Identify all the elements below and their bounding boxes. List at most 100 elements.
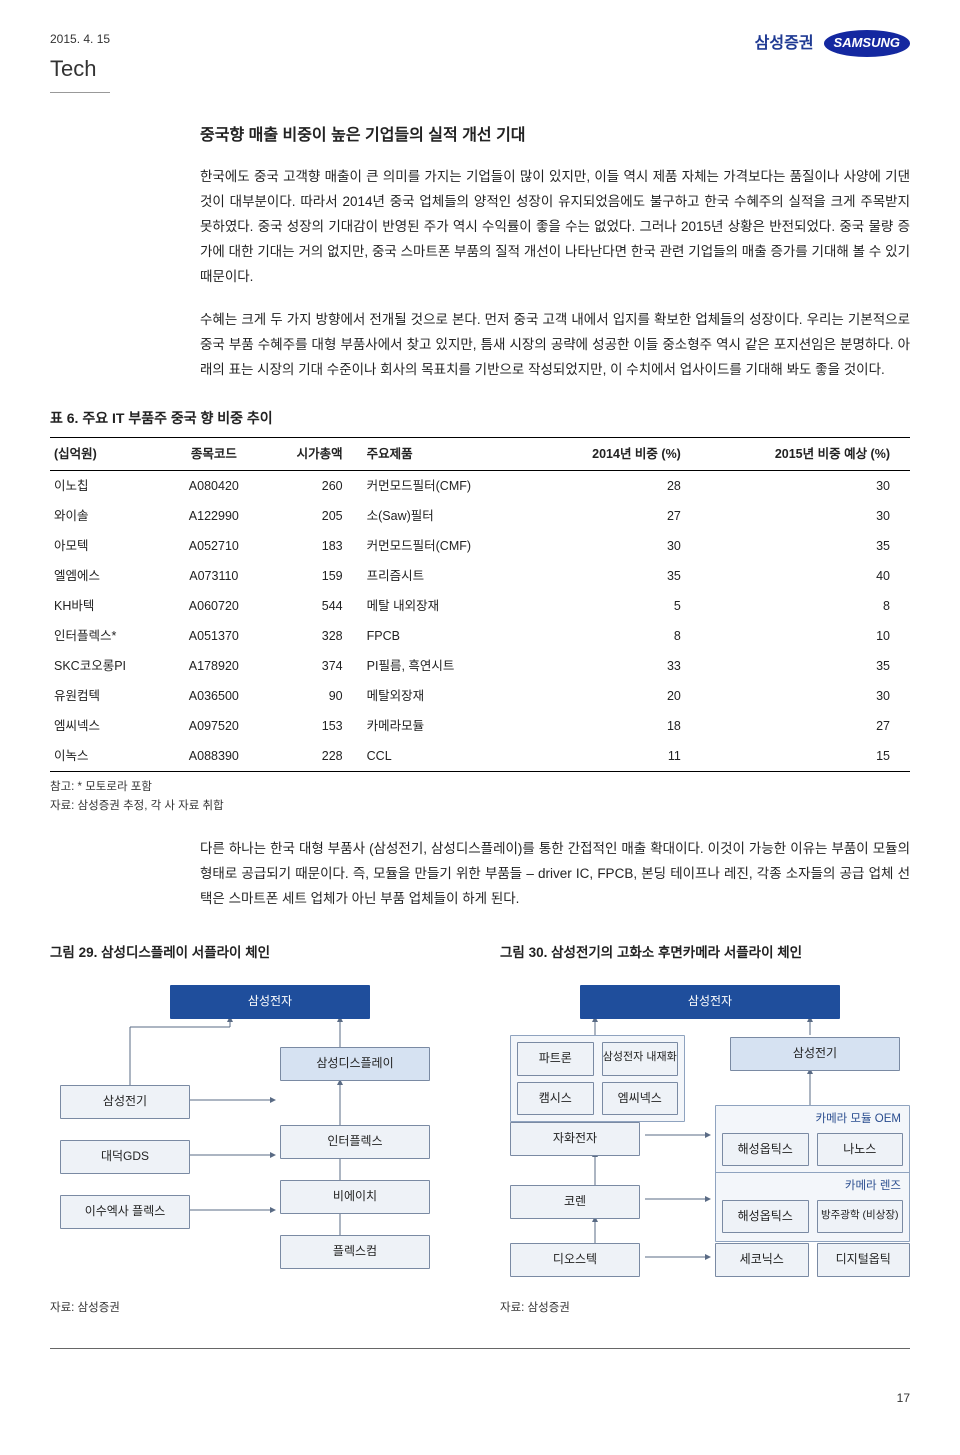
table-cell: A178920 [170,651,257,681]
fig30-r1b-1: 엠씨넥스 [602,1082,679,1115]
table-cell: 205 [257,501,362,531]
paragraph-3: 다른 하나는 한국 대형 부품사 (삼성전기, 삼성디스플레이)를 통한 간접적… [200,837,910,912]
fig30-g1-1: 나노스 [817,1133,904,1166]
table-cell: 30 [701,471,910,502]
table6-col-2: 시가총액 [257,438,362,471]
paragraph-1: 한국에도 중국 고객향 매출이 큰 의미를 가지는 기업들이 많이 있지만, 이… [200,165,910,290]
fig29-left-1: 대덕GDS [60,1140,190,1173]
report-date: 2015. 4. 15 [50,30,110,49]
table-cell: 이노칩 [50,471,170,502]
table-cell: 30 [701,501,910,531]
fig29-left-0: 삼성전기 [60,1085,190,1118]
table-cell: 커먼모드필터(CMF) [363,471,532,502]
table-cell: A060720 [170,591,257,621]
table-row: KH바텍A060720544메탈 내외장재58 [50,591,910,621]
table-row: 엠씨넥스A097520153카메라모듈1827 [50,711,910,741]
table-cell: 5 [532,591,701,621]
table-cell: 30 [701,681,910,711]
table-cell: 40 [701,561,910,591]
report-category: Tech [50,51,110,93]
table-cell: 328 [257,621,362,651]
table6-col-5: 2015년 비중 예상 (%) [701,438,910,471]
fig30-source: 자료: 삼성증권 [500,1299,910,1317]
table-cell: A051370 [170,621,257,651]
fig30-g2-0: 해성옵틱스 [722,1200,809,1233]
paragraph-3-block: 다른 하나는 한국 대형 부품사 (삼성전기, 삼성디스플레이)를 통한 간접적… [200,837,910,912]
fig29-right-3: 플렉스컴 [280,1235,430,1268]
fig30-g2-1: 방주광학 (비상장) [817,1200,904,1233]
table-row: 엘엠에스A073110159프리즘시트3540 [50,561,910,591]
table-cell: 35 [701,651,910,681]
page-number: 17 [50,1389,910,1408]
table-cell: A052710 [170,531,257,561]
table-row: SKC코오롱PIA178920374PI필름, 흑연시트3335 [50,651,910,681]
table-cell: A097520 [170,711,257,741]
table-cell: 8 [701,591,910,621]
footer-rule [50,1348,910,1349]
table-cell: 이녹스 [50,741,170,772]
fig29-title: 그림 29. 삼성디스플레이 서플라이 체인 [50,942,460,964]
section-body: 중국향 매출 비중이 높은 기업들의 실적 개선 기대 한국에도 중국 고객향 … [200,123,910,382]
table-header-row: (십억원)종목코드시가총액주요제품2014년 비중 (%)2015년 비중 예상… [50,438,910,471]
fig29-right-0: 삼성디스플레이 [280,1047,430,1080]
table-cell: 20 [532,681,701,711]
fig30-title: 그림 30. 삼성전기의 고화소 후면카메라 서플라이 체인 [500,942,910,964]
fig30-r1-1: 삼성전자 내재화 [602,1042,679,1075]
section-title: 중국향 매출 비중이 높은 기업들의 실적 개선 기대 [200,123,910,149]
table-cell: 엠씨넥스 [50,711,170,741]
table-cell: 260 [257,471,362,502]
table-cell: 183 [257,531,362,561]
table-cell: SKC코오롱PI [50,651,170,681]
fig30-g1-title: 카메라 모듈 OEM [722,1110,903,1132]
table-cell: 159 [257,561,362,591]
fig30-diagram: 삼성전자 파트론 삼성전자 내재화 캠시스 엠씨넥스 삼성전기 자화전자 카메라… [500,977,910,1287]
table-row: 이노칩A080420260커먼모드필터(CMF)2830 [50,471,910,502]
table-cell: 카메라모듈 [363,711,532,741]
table-cell: CCL [363,741,532,772]
table-cell: 11 [532,741,701,772]
table-cell: 35 [701,531,910,561]
table-cell: 10 [701,621,910,651]
table-cell: 15 [701,741,910,772]
table6-col-0: (십억원) [50,438,170,471]
table-cell: KH바텍 [50,591,170,621]
brand-en: SAMSUNG [824,30,910,57]
fig29: 그림 29. 삼성디스플레이 서플라이 체인 삼성전자 삼성전기 대덕 [50,942,460,1318]
brand-logo: 삼성증권 SAMSUNG [755,30,910,57]
table-cell: 메탈 내외장재 [363,591,532,621]
table-cell: 8 [532,621,701,651]
table-cell: 27 [701,711,910,741]
table6-source: 자료: 삼성증권 추정, 각 사 자료 취합 [50,797,910,815]
fig30-r1-0: 파트론 [517,1042,594,1075]
table6-col-3: 주요제품 [363,438,532,471]
table-cell: 90 [257,681,362,711]
table-cell: 프리즘시트 [363,561,532,591]
table6-col-1: 종목코드 [170,438,257,471]
fig30-g1-left: 자화전자 [510,1122,640,1155]
fig29-right-2: 비에이치 [280,1180,430,1213]
table-cell: A036500 [170,681,257,711]
fig29-diagram: 삼성전자 삼성전기 대덕GDS 이수엑사 플렉스 삼성디스플레이 인터플렉스 비… [50,977,460,1287]
table-row: 인터플렉스*A051370328FPCB810 [50,621,910,651]
table-cell: 18 [532,711,701,741]
table-cell: A088390 [170,741,257,772]
table-cell: 인터플렉스* [50,621,170,651]
page-header: 2015. 4. 15 Tech 삼성증권 SAMSUNG [50,30,910,93]
fig30-bl: 디오스텍 [510,1243,640,1276]
fig29-right-1: 인터플렉스 [280,1125,430,1158]
fig30-r1b-0: 캠시스 [517,1082,594,1115]
fig30-g2-title: 카메라 렌즈 [722,1177,903,1199]
table-row: 와이솔A122990205소(Saw)필터2730 [50,501,910,531]
table6: (십억원)종목코드시가총액주요제품2014년 비중 (%)2015년 비중 예상… [50,437,910,772]
table-cell: 메탈외장재 [363,681,532,711]
table-cell: A080420 [170,471,257,502]
table-cell: 33 [532,651,701,681]
table-cell: 228 [257,741,362,772]
fig30: 그림 30. 삼성전기의 고화소 후면카메라 서플라이 체인 삼성전자 [500,942,910,1318]
table6-block: 표 6. 주요 IT 부품주 중국 향 비중 추이 (십억원)종목코드시가총액주… [50,407,910,815]
table6-col-4: 2014년 비중 (%) [532,438,701,471]
table-cell: 소(Saw)필터 [363,501,532,531]
brand-kr: 삼성증권 [755,31,814,57]
paragraph-2: 수혜는 크게 두 가지 방향에서 전개될 것으로 본다. 먼저 중국 고객 내에… [200,308,910,383]
table-cell: 30 [532,531,701,561]
